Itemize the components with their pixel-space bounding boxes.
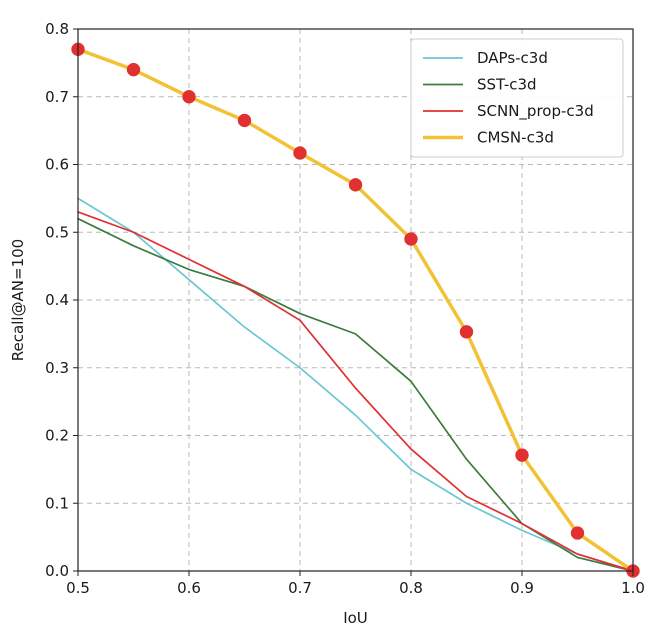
- legend-label: SCNN_prop-c3d: [477, 102, 594, 121]
- y-tick-label: 0.1: [45, 494, 69, 512]
- series-line-daps-c3d: [77, 197, 634, 572]
- legend-box: [410, 38, 624, 158]
- x-tick-label: 0.8: [399, 579, 423, 597]
- x-axis-label: IoU: [343, 609, 368, 627]
- x-tick-label: 0.6: [177, 579, 201, 597]
- series-line-scnn-prop-c3d: [77, 211, 634, 572]
- y-tick-label: 0.7: [45, 88, 69, 106]
- legend-label: DAPs-c3d: [477, 49, 548, 67]
- y-tick-label: 0.0: [45, 562, 69, 580]
- data-point-cmsn-c3d: [570, 526, 585, 540]
- data-point-cmsn-c3d: [126, 62, 141, 77]
- legend-label: CMSN-c3d: [477, 129, 554, 147]
- y-tick-label: 0.4: [45, 291, 69, 309]
- x-tick-label: 0.9: [510, 579, 534, 597]
- y-tick-label: 0.3: [45, 359, 69, 377]
- legend-label: SST-c3d: [477, 76, 537, 94]
- data-point-cmsn-c3d: [237, 113, 252, 128]
- data-point-cmsn-c3d: [404, 232, 418, 246]
- y-axis-label: Recall@AN=100: [9, 239, 27, 361]
- x-tick-label: 0.5: [66, 579, 90, 597]
- y-tick-label: 0.8: [45, 20, 69, 38]
- data-point-cmsn-c3d: [293, 146, 307, 160]
- marker-layer: [71, 42, 640, 578]
- legend: DAPs-c3d SST-c3d SCNN_prop-c3d CMSN-c3d: [410, 38, 624, 158]
- series-line-sst-c3d: [77, 217, 634, 572]
- y-tick-label: 0.2: [45, 427, 69, 445]
- data-point-cmsn-c3d: [459, 325, 474, 339]
- x-tick-label: 0.7: [288, 579, 312, 597]
- data-point-cmsn-c3d: [182, 90, 196, 104]
- data-point-cmsn-c3d: [348, 178, 363, 192]
- x-tick-label: 1.0: [621, 579, 645, 597]
- axis-ticks: 0.5 0.6 0.7 0.8 0.9 1.0 0.0 0.1 0.2 0.3 0.4 0.5 0.6 0…: [45, 20, 645, 597]
- y-tick-label: 0.6: [45, 156, 69, 174]
- data-point-cmsn-c3d: [515, 448, 529, 462]
- y-tick-label: 0.5: [45, 223, 69, 241]
